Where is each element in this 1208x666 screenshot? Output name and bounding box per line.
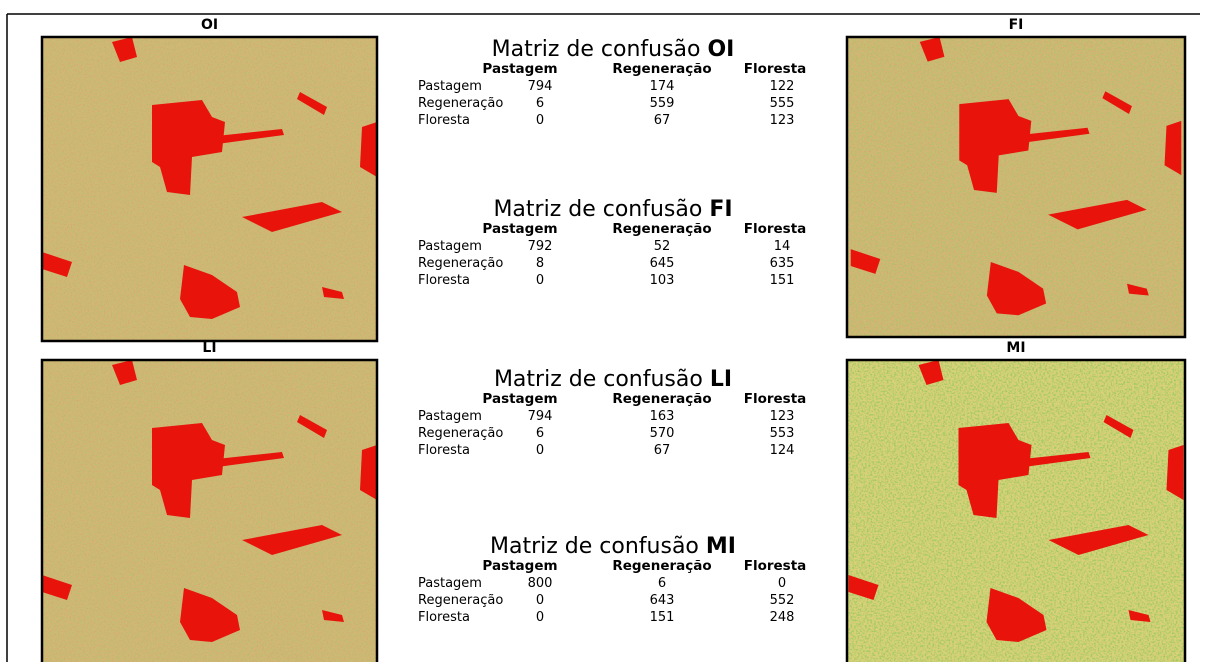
matrix-cell: 553 — [770, 426, 795, 441]
matrix-cell: 0 — [778, 576, 786, 591]
matrix-cell: 0 — [536, 273, 544, 288]
matrix-cell: 52 — [654, 239, 671, 254]
column-header: Floresta — [744, 221, 807, 237]
row-label: Regeneração — [418, 426, 503, 441]
matrix-title: Matriz de confusão LI — [494, 367, 732, 392]
matrix-cell: 124 — [770, 443, 795, 458]
matrix-cell: 163 — [650, 409, 675, 424]
column-header: Pastagem — [482, 221, 557, 237]
matrix-cell: 570 — [650, 426, 675, 441]
matrix-cell: 6 — [536, 96, 544, 111]
matrix-cell: 643 — [650, 593, 675, 608]
row-label: Pastagem — [418, 576, 482, 591]
row-label: Pastagem — [418, 409, 482, 424]
matrix-cell: 0 — [536, 593, 544, 608]
matrix-cell: 248 — [770, 610, 795, 625]
matrix-code: LI — [710, 367, 732, 392]
figure: OIFILIMI Matriz de confusão OIPastagemRe… — [0, 0, 1208, 662]
matrix-title-text: Matriz de confusão — [492, 37, 701, 62]
matrix-cell: 123 — [770, 113, 795, 128]
row-label: Floresta — [418, 443, 470, 458]
matrix-title: Matriz de confusão FI — [493, 197, 732, 222]
panel-label: MI — [1006, 340, 1025, 356]
row-label: Floresta — [418, 610, 470, 625]
matrix-cell: 6 — [658, 576, 666, 591]
row-label: Pastagem — [418, 79, 482, 94]
matrix-cell: 14 — [774, 239, 791, 254]
row-label: Regeneração — [418, 593, 503, 608]
satellite-image — [847, 37, 1185, 337]
panel-label: OI — [201, 17, 218, 33]
matrix-cell: 122 — [770, 79, 795, 94]
matrix-cell: 123 — [770, 409, 795, 424]
matrix-cell: 800 — [528, 576, 553, 591]
matrix-cell: 67 — [654, 113, 671, 128]
row-label: Floresta — [418, 273, 470, 288]
matrix-title-text: Matriz de confusão — [494, 367, 703, 392]
matrix-title-text: Matriz de confusão — [490, 534, 699, 559]
row-label: Regeneração — [418, 256, 503, 271]
column-header: Pastagem — [482, 61, 557, 77]
matrix-cell: 67 — [654, 443, 671, 458]
matrix-cell: 794 — [528, 409, 553, 424]
matrix-cell: 0 — [536, 610, 544, 625]
column-header: Pastagem — [482, 391, 557, 407]
matrix-cell: 0 — [536, 113, 544, 128]
row-label: Floresta — [418, 113, 470, 128]
matrix-cell: 151 — [650, 610, 675, 625]
matrix-cell: 6 — [536, 426, 544, 441]
matrix-cell: 0 — [536, 443, 544, 458]
column-header: Floresta — [744, 61, 807, 77]
matrix-cell: 635 — [770, 256, 795, 271]
column-header: Regeneração — [612, 221, 711, 237]
matrix-cell: 174 — [650, 79, 675, 94]
column-header: Regeneração — [612, 391, 711, 407]
matrix-cell: 552 — [770, 593, 795, 608]
matrix-cell: 555 — [770, 96, 795, 111]
satellite-image — [42, 37, 377, 341]
row-label: Regeneração — [418, 96, 503, 111]
column-header: Floresta — [744, 558, 807, 574]
column-header: Floresta — [744, 391, 807, 407]
matrix-title: Matriz de confusão OI — [492, 37, 735, 62]
satellite-image — [847, 360, 1185, 662]
column-header: Regeneração — [612, 558, 711, 574]
matrix-title: Matriz de confusão MI — [490, 534, 736, 559]
matrix-cell: 794 — [528, 79, 553, 94]
matrix-cell: 559 — [650, 96, 675, 111]
matrix-code: FI — [709, 197, 732, 222]
panel-label: LI — [202, 340, 216, 356]
matrix-code: MI — [706, 534, 736, 559]
matrix-cell: 792 — [528, 239, 553, 254]
matrix-cell: 645 — [650, 256, 675, 271]
matrix-title-text: Matriz de confusão — [493, 197, 702, 222]
matrix-cell: 8 — [536, 256, 544, 271]
row-label: Pastagem — [418, 239, 482, 254]
matrix-cell: 151 — [770, 273, 795, 288]
column-header: Pastagem — [482, 558, 557, 574]
satellite-image — [42, 360, 377, 662]
panel-label: FI — [1009, 17, 1024, 33]
column-header: Regeneração — [612, 61, 711, 77]
matrix-code: OI — [707, 37, 734, 62]
matrix-cell: 103 — [650, 273, 675, 288]
